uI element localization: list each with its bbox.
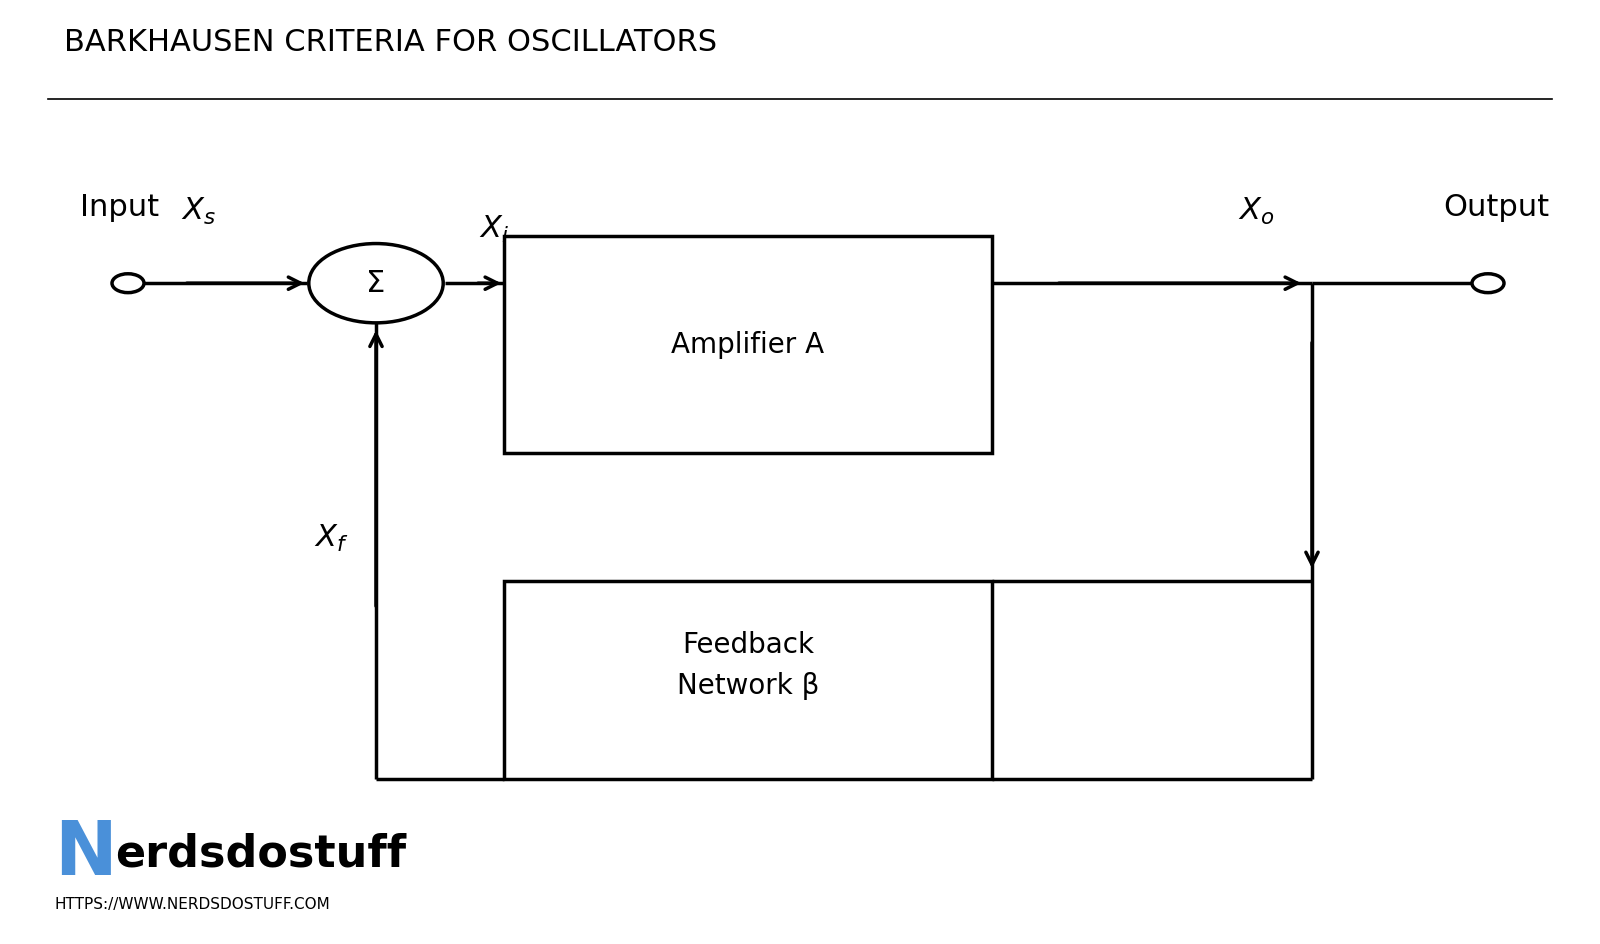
FancyBboxPatch shape <box>504 236 992 453</box>
Text: Amplifier A: Amplifier A <box>672 330 824 359</box>
Text: erdsdostuff: erdsdostuff <box>115 833 406 876</box>
Text: $X_f$: $X_f$ <box>314 523 349 554</box>
Text: $X_o$: $X_o$ <box>1238 195 1274 227</box>
Text: Feedback
Network β: Feedback Network β <box>677 631 819 700</box>
FancyBboxPatch shape <box>504 581 992 779</box>
Text: N: N <box>54 818 117 891</box>
Text: $X_i$: $X_i$ <box>480 214 509 245</box>
Text: Input: Input <box>80 193 160 222</box>
Text: Σ: Σ <box>366 269 386 297</box>
Text: Output: Output <box>1443 193 1549 222</box>
Text: $X_s$: $X_s$ <box>181 195 216 227</box>
Text: BARKHAUSEN CRITERIA FOR OSCILLATORS: BARKHAUSEN CRITERIA FOR OSCILLATORS <box>64 28 717 58</box>
Text: HTTPS://WWW.NERDSDOSTUFF.COM: HTTPS://WWW.NERDSDOSTUFF.COM <box>54 897 330 912</box>
